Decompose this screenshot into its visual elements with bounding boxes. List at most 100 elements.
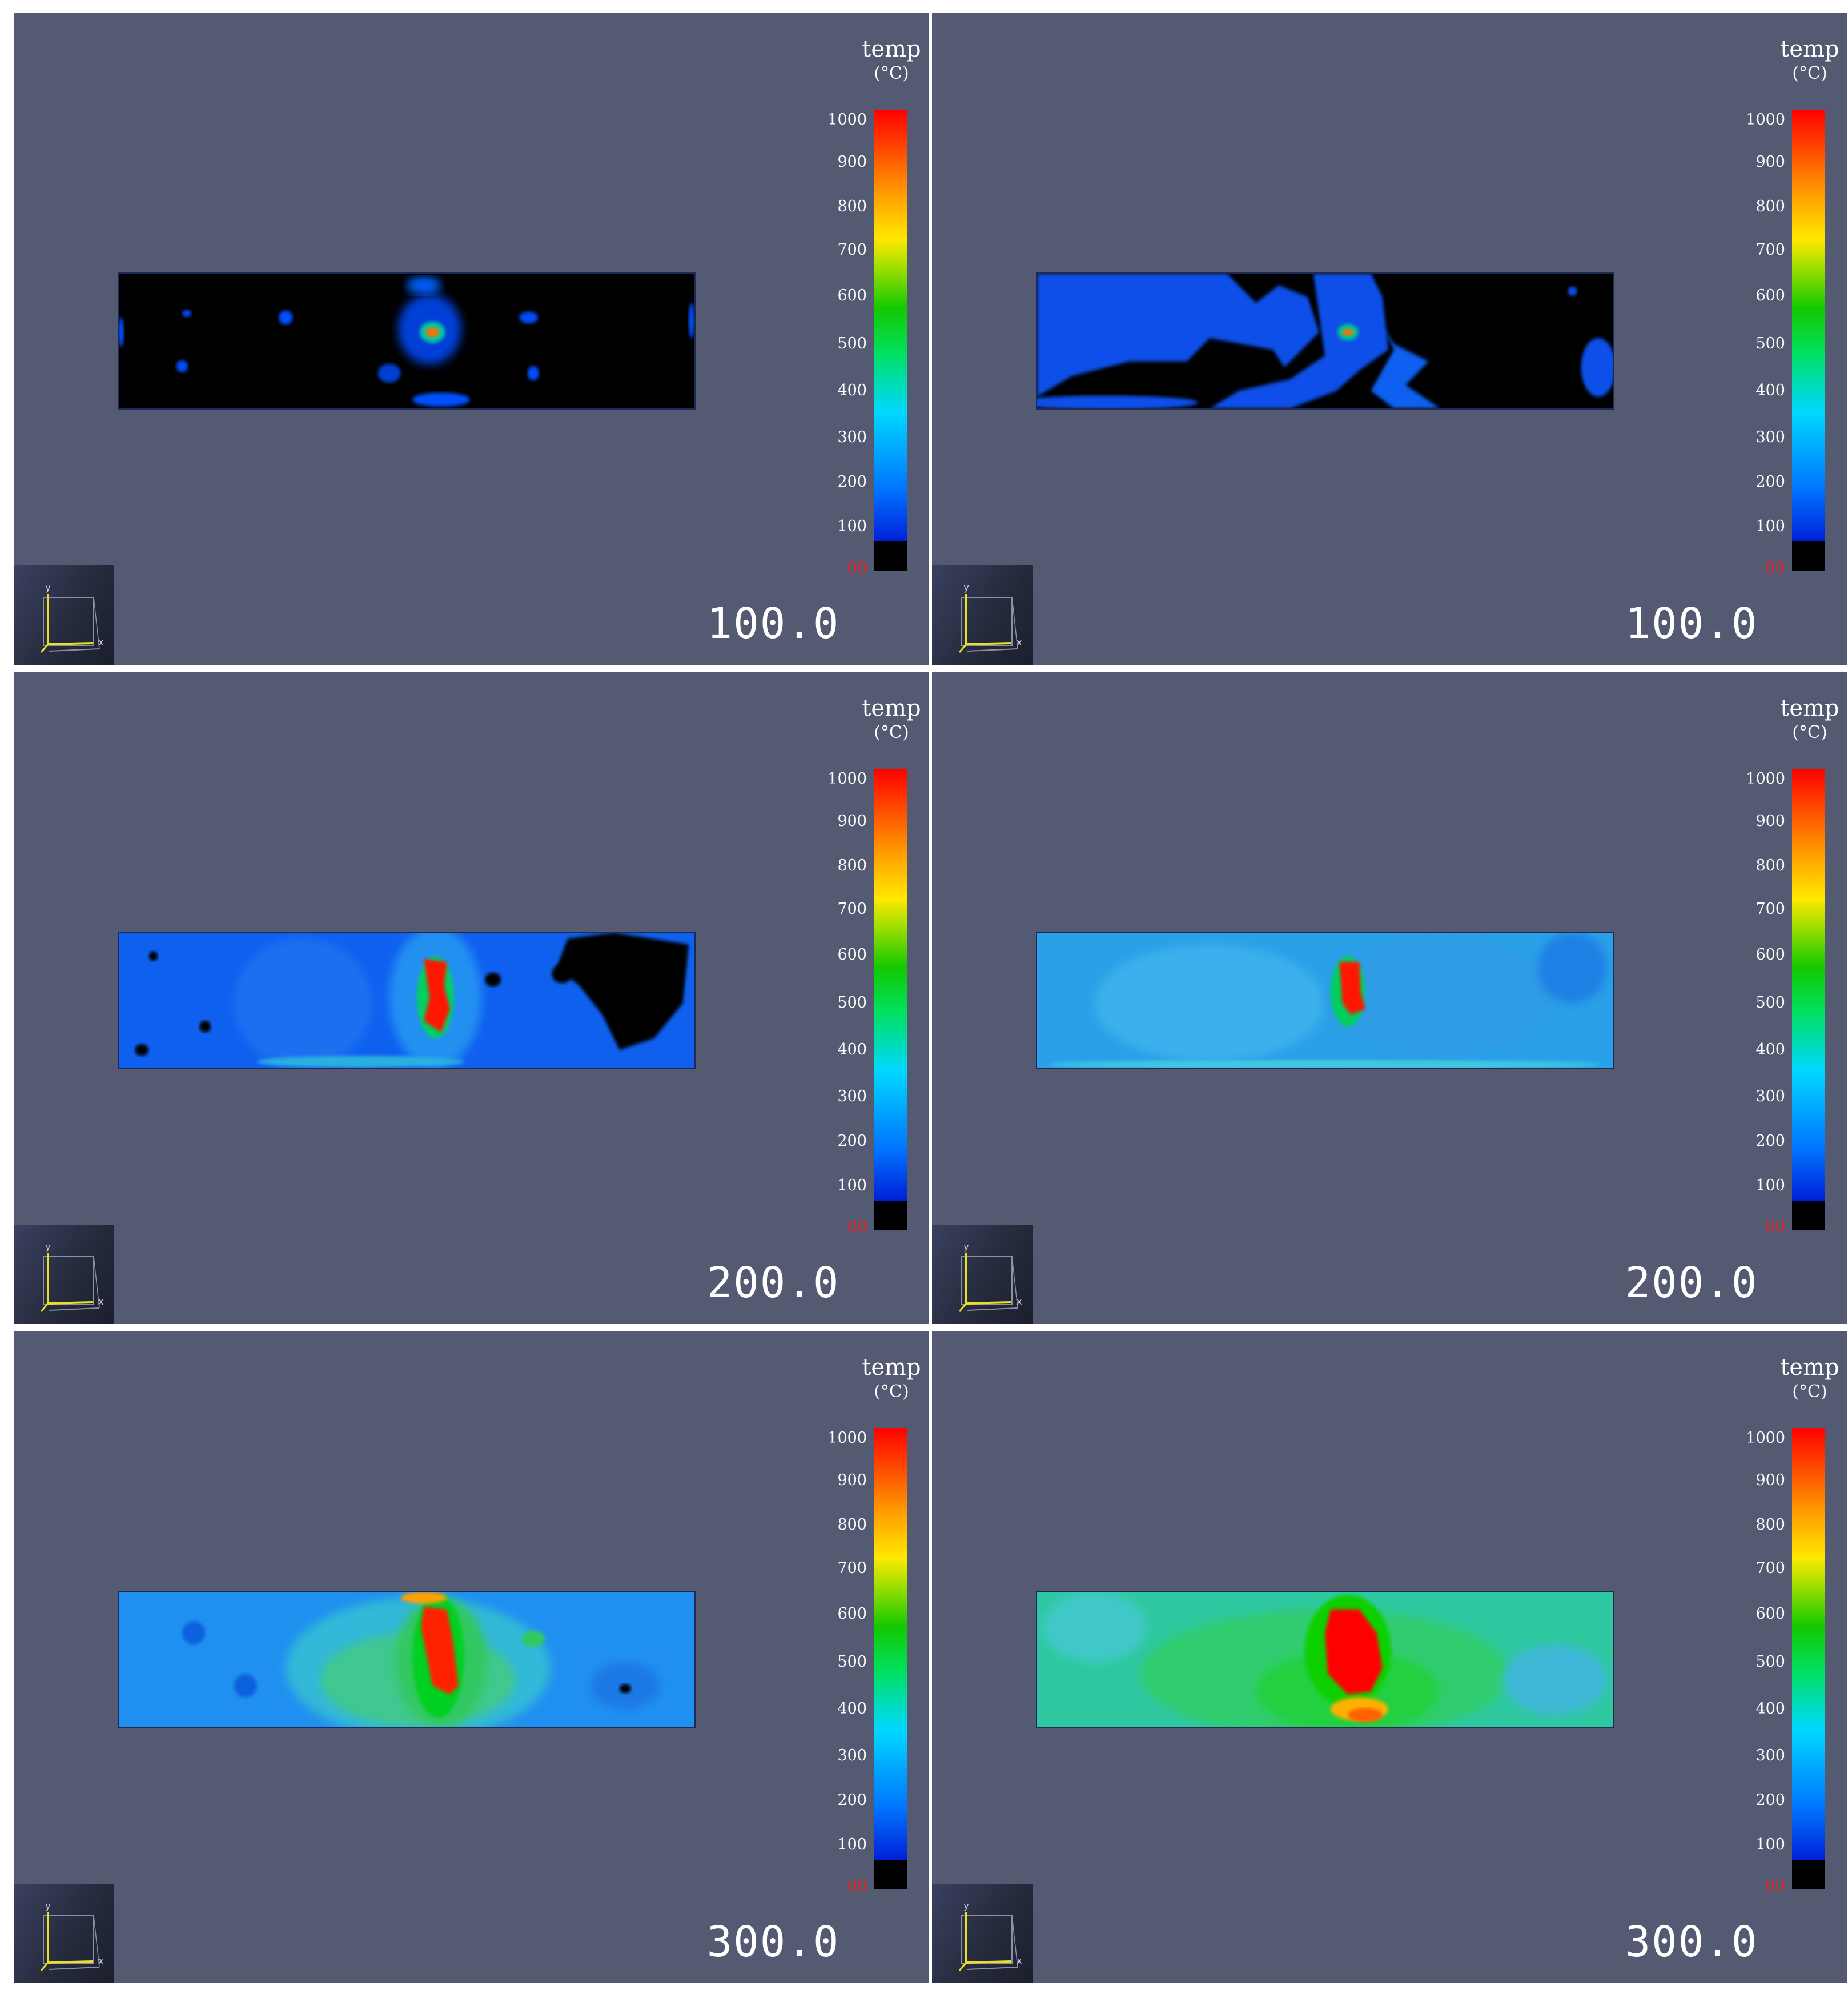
thermal-panel-1: temp (°C) 1000 900 800 700 600 500 400 300 200 100 0… [14, 13, 929, 665]
thermal-panel-4: temp (°C) 1000 900 800 700 600 500 400 300 200 100 0… [932, 672, 1847, 1324]
colorbar-tick-label: 800 [837, 198, 867, 215]
temperature-field [1036, 932, 1614, 1069]
colorbar-tick-label: 600 [837, 287, 867, 304]
legend-title: temp [1780, 1354, 1839, 1381]
colorbar-tick-label: 800 [837, 857, 867, 874]
temperature-field [118, 272, 696, 410]
colorbar-tick-label: 400 [1755, 382, 1785, 399]
color-scale-bar [874, 769, 907, 1230]
colorbar-tick-label: 600 [1755, 946, 1785, 964]
colorbar-tick-label: 200 [1755, 1791, 1785, 1809]
svg-text:y: y [963, 582, 969, 593]
colorbar-tick-label: 100 [837, 517, 867, 535]
thermal-panel-2: temp (°C) 1000 900 800 700 600 500 400 300 200 100 0… [932, 13, 1847, 665]
svg-text:x: x [1017, 1296, 1022, 1307]
thermal-panel-3: temp (°C) 1000 900 800 700 600 500 400 300 200 100 0… [14, 672, 929, 1324]
colorbar-tick-label: 400 [837, 1041, 867, 1058]
svg-text:y: y [45, 582, 50, 593]
colorbar-tick-label: 700 [1755, 241, 1785, 259]
temperature-field [118, 1591, 696, 1728]
colorbar-tick-label: 900 [1755, 153, 1785, 171]
colorbar-tick-label: 300 [1755, 1747, 1785, 1764]
colorbar-tick-label: 900 [1755, 812, 1785, 830]
svg-text:y: y [45, 1241, 50, 1252]
color-scale-bar [1792, 110, 1825, 571]
colorbar-tick-label: 200 [1755, 473, 1785, 491]
colorbar-tick-label: 300 [837, 1088, 867, 1105]
thermal-panel-5: temp (°C) 1000 900 800 700 600 500 400 300 200 100 0… [14, 1331, 929, 1983]
svg-text:x: x [1017, 1955, 1022, 1966]
time-readout: 200.0 [1625, 1258, 1758, 1307]
time-readout: 300.0 [706, 1917, 840, 1967]
legend-title: temp [1780, 695, 1839, 721]
colorbar-tick-label: 1000 [827, 1429, 867, 1447]
colorbar-tick-label: 100 [1755, 1836, 1785, 1853]
svg-text:x: x [98, 1296, 103, 1307]
colorbar-tick-label: 500 [837, 335, 867, 352]
svg-text:x: x [1017, 637, 1022, 648]
colorbar-tick-label: 900 [1755, 1471, 1785, 1489]
svg-text:x: x [98, 1955, 103, 1966]
colorbar-tick-label: 300 [837, 1747, 867, 1764]
legend-unit: (°C) [874, 723, 909, 743]
colorbar-tick-label: 500 [1755, 1653, 1785, 1671]
colorbar-tick-label: 400 [1755, 1700, 1785, 1718]
colorbar-tick-label: 300 [837, 428, 867, 446]
colorbar-min-label: 00 [1765, 1218, 1785, 1236]
color-scale-bar [1792, 1428, 1825, 1889]
colorbar-tick-label: 100 [1755, 517, 1785, 535]
colorbar-tick-label: 100 [1755, 1177, 1785, 1194]
colorbar-tick-label: 100 [837, 1177, 867, 1194]
colorbar-tick-label: 200 [837, 1791, 867, 1809]
colorbar-min-label: 00 [1765, 1877, 1785, 1895]
colorbar-min-label: 00 [847, 1218, 867, 1236]
thermal-panel-6: temp (°C) 1000 900 800 700 600 500 400 300 200 100 0… [932, 1331, 1847, 1983]
colorbar-tick-label: 600 [837, 1605, 867, 1623]
colorbar-tick-label: 600 [837, 946, 867, 964]
legend-title: temp [862, 695, 921, 721]
colorbar-tick-label: 1000 [1746, 111, 1785, 129]
colorbar-tick-label: 700 [837, 241, 867, 259]
colorbar-tick-label: 400 [1755, 1041, 1785, 1058]
colorbar-tick-label: 1000 [827, 770, 867, 788]
colorbar-tick-label: 200 [1755, 1132, 1785, 1150]
colorbar-tick-label: 800 [1755, 1516, 1785, 1534]
colorbar-min-label: 00 [847, 559, 867, 577]
color-scale-bar [1792, 769, 1825, 1230]
colorbar-tick-label: 200 [837, 473, 867, 491]
colorbar-tick-label: 800 [1755, 857, 1785, 874]
colorbar-min-label: 00 [1765, 559, 1785, 577]
colorbar-tick-label: 500 [1755, 335, 1785, 352]
colorbar-tick-label: 300 [1755, 1088, 1785, 1105]
colorbar-tick-label: 700 [1755, 1559, 1785, 1577]
legend-unit: (°C) [874, 63, 909, 83]
colorbar-tick-label: 1000 [1746, 1429, 1785, 1447]
colorbar-tick-label: 400 [837, 1700, 867, 1718]
svg-text:y: y [45, 1900, 50, 1911]
colorbar-tick-label: 900 [837, 153, 867, 171]
colorbar-tick-label: 900 [837, 812, 867, 830]
colorbar-tick-label: 1000 [827, 111, 867, 129]
colorbar-tick-label: 500 [1755, 994, 1785, 1012]
time-readout: 100.0 [1625, 599, 1758, 648]
legend-title: temp [862, 36, 921, 62]
colorbar-tick-label: 600 [1755, 287, 1785, 304]
time-readout: 100.0 [706, 599, 840, 648]
svg-text:x: x [98, 637, 103, 648]
colorbar-tick-label: 400 [837, 382, 867, 399]
colorbar-tick-label: 200 [837, 1132, 867, 1150]
svg-text:y: y [963, 1241, 969, 1252]
legend-unit: (°C) [1792, 723, 1827, 743]
legend-unit: (°C) [1792, 63, 1827, 83]
colorbar-tick-label: 700 [837, 1559, 867, 1577]
legend-title: temp [1780, 36, 1839, 62]
temperature-field [118, 932, 696, 1069]
colorbar-tick-label: 700 [837, 900, 867, 918]
colorbar-tick-label: 300 [1755, 428, 1785, 446]
colorbar-tick-label: 800 [1755, 198, 1785, 215]
time-readout: 300.0 [1625, 1917, 1758, 1967]
